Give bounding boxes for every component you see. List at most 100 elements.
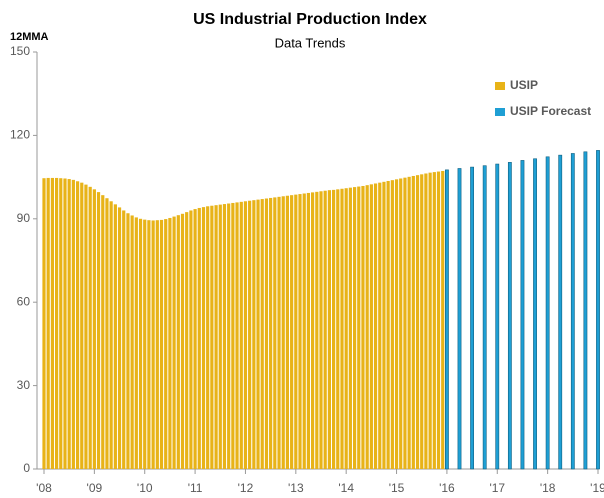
bar bbox=[558, 154, 563, 470]
bar bbox=[290, 195, 294, 470]
y-axis-label: 12MMA bbox=[10, 31, 49, 43]
bar bbox=[331, 189, 336, 469]
bar bbox=[239, 201, 243, 470]
bar bbox=[281, 196, 285, 470]
bar bbox=[264, 198, 269, 470]
bar bbox=[117, 207, 122, 470]
bar bbox=[231, 202, 235, 470]
bar bbox=[147, 220, 151, 469]
chart-title: US Industrial Production Index bbox=[193, 11, 427, 28]
legend-swatch bbox=[495, 108, 505, 116]
bar bbox=[424, 173, 428, 469]
bar bbox=[378, 182, 382, 469]
bar bbox=[277, 196, 281, 469]
bar bbox=[545, 156, 550, 470]
legend-label: USIP bbox=[510, 78, 538, 92]
x-tick-label: '14 bbox=[338, 481, 354, 495]
bar bbox=[235, 202, 239, 469]
bar bbox=[164, 219, 168, 469]
bar bbox=[88, 186, 92, 469]
y-tick-label: 90 bbox=[17, 211, 31, 225]
bar bbox=[348, 187, 352, 469]
bar bbox=[214, 205, 218, 470]
bar bbox=[269, 197, 273, 469]
bar bbox=[365, 185, 369, 470]
bar bbox=[84, 184, 88, 469]
bar bbox=[399, 178, 403, 470]
bar bbox=[206, 206, 210, 470]
bar bbox=[189, 210, 193, 469]
bar bbox=[411, 175, 415, 469]
bar bbox=[143, 219, 147, 469]
x-tick-label: '15 bbox=[389, 481, 405, 495]
bar bbox=[596, 150, 600, 470]
bar bbox=[63, 178, 67, 470]
x-tick-label: '13 bbox=[288, 481, 304, 495]
bar bbox=[42, 178, 46, 469]
y-tick-label: 150 bbox=[10, 44, 30, 58]
bar bbox=[495, 163, 500, 470]
y-tick-label: 0 bbox=[23, 461, 30, 475]
bar bbox=[369, 184, 373, 469]
bar bbox=[352, 187, 357, 469]
bar bbox=[533, 158, 537, 470]
bar bbox=[319, 191, 323, 469]
bar bbox=[436, 171, 441, 470]
y-tick-label: 120 bbox=[10, 128, 30, 142]
bar bbox=[285, 195, 290, 469]
bar bbox=[159, 219, 164, 469]
x-tick-label: '12 bbox=[238, 481, 254, 495]
bar bbox=[382, 181, 386, 470]
bar bbox=[457, 168, 462, 470]
bar bbox=[432, 172, 436, 469]
bar bbox=[210, 205, 214, 469]
bar bbox=[273, 197, 277, 470]
bar bbox=[126, 213, 130, 469]
bar bbox=[59, 178, 63, 469]
bar bbox=[71, 179, 75, 469]
bar bbox=[315, 191, 319, 470]
bar bbox=[113, 204, 117, 469]
bar bbox=[306, 192, 311, 470]
x-tick-label: '11 bbox=[188, 481, 203, 495]
bar bbox=[373, 183, 378, 469]
bar bbox=[570, 153, 575, 470]
bar bbox=[67, 179, 71, 469]
bar bbox=[176, 215, 180, 469]
bar bbox=[105, 198, 109, 469]
legend-label: USIP Forecast bbox=[510, 104, 591, 118]
bar bbox=[323, 190, 327, 470]
bar bbox=[96, 192, 101, 469]
bar bbox=[482, 165, 487, 470]
bar bbox=[80, 182, 84, 469]
bar bbox=[252, 200, 256, 469]
bar bbox=[243, 201, 248, 469]
bar bbox=[340, 188, 344, 469]
bar bbox=[583, 151, 588, 470]
bar bbox=[441, 170, 445, 469]
bar bbox=[46, 177, 50, 469]
bar bbox=[197, 207, 201, 469]
bar bbox=[386, 180, 390, 469]
bar bbox=[75, 181, 80, 469]
y-tick-label: 30 bbox=[17, 378, 31, 392]
bar bbox=[260, 199, 264, 469]
bar bbox=[155, 220, 159, 469]
legend-swatch bbox=[495, 82, 505, 90]
bar bbox=[428, 172, 432, 470]
bar bbox=[344, 188, 348, 469]
bar bbox=[470, 166, 474, 470]
bar bbox=[50, 177, 55, 469]
bar bbox=[185, 212, 189, 470]
bar bbox=[248, 200, 252, 470]
bar bbox=[390, 180, 394, 469]
bar bbox=[54, 177, 59, 469]
bar bbox=[507, 162, 512, 470]
bar bbox=[168, 217, 172, 469]
bar bbox=[218, 204, 222, 469]
bar bbox=[403, 177, 407, 469]
bar bbox=[101, 195, 105, 470]
bar bbox=[256, 199, 260, 470]
bar bbox=[302, 193, 306, 469]
